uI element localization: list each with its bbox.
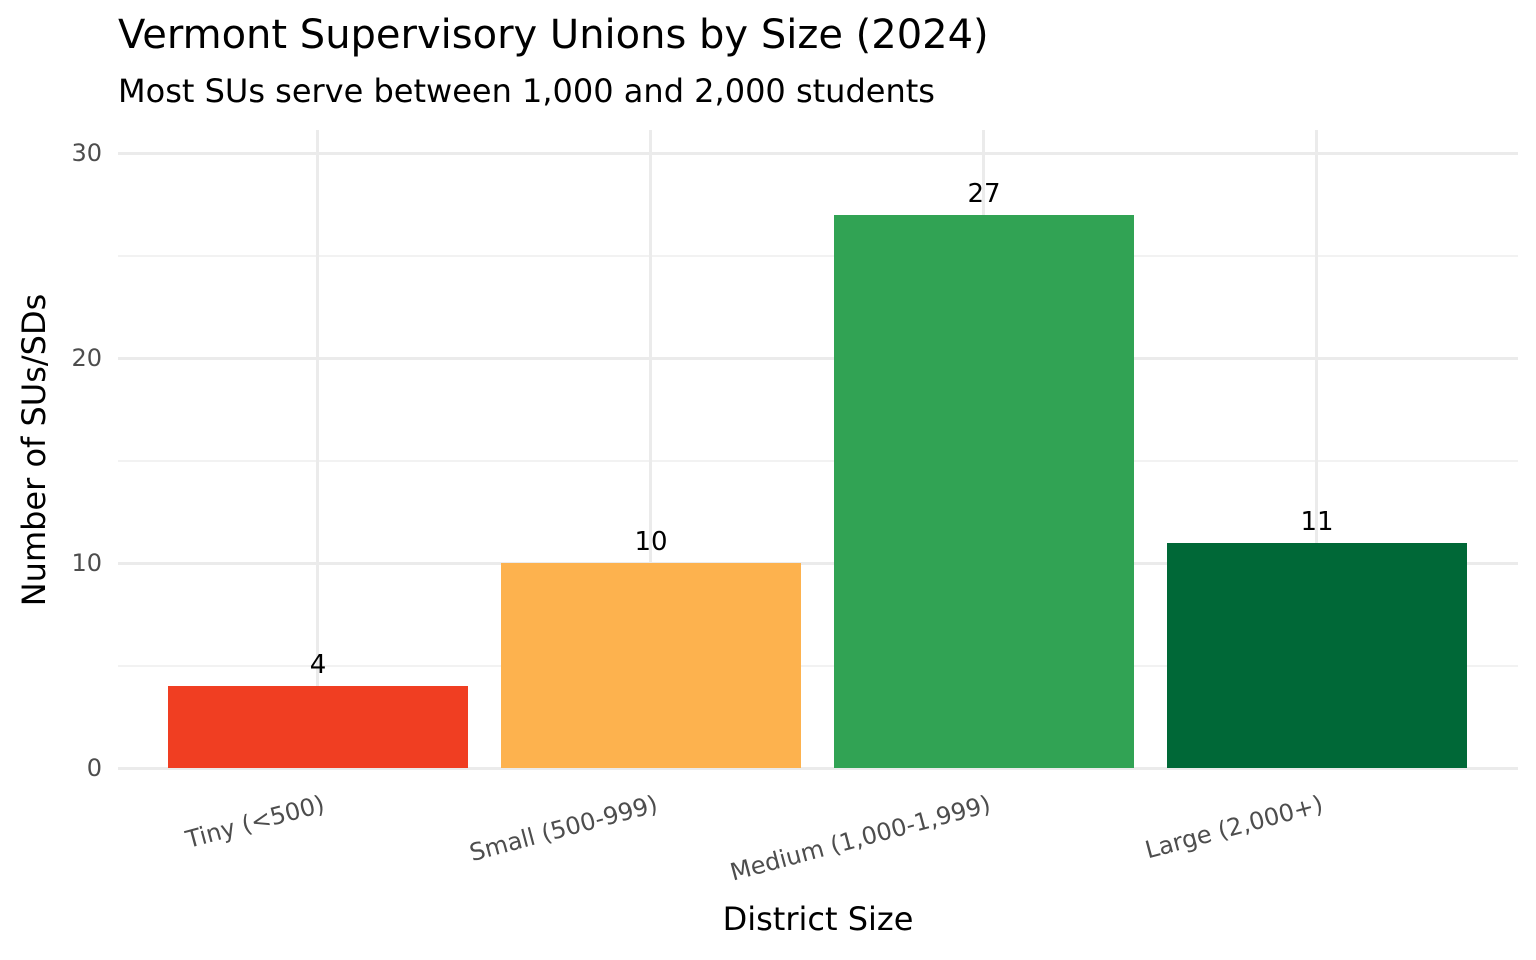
gridline-x-2 — [649, 130, 652, 770]
gridline-y-20 — [118, 357, 1518, 360]
x-tick-label: Small (500-999) — [466, 790, 661, 868]
gridline-y-5 — [118, 665, 1518, 667]
bar-large — [1167, 543, 1467, 768]
bar-value-label: 4 — [309, 650, 327, 680]
x-tick-label: Medium (1,000-1,999) — [726, 790, 994, 887]
plot-area: 4 10 27 11 — [118, 130, 1518, 770]
bar-tiny — [168, 686, 468, 768]
bar-value-label: 11 — [1300, 507, 1334, 537]
y-tick-label: 30 — [71, 139, 102, 167]
bar-value-label: 27 — [967, 179, 1001, 209]
gridline-y-0 — [118, 767, 1518, 770]
gridline-y-30 — [118, 152, 1518, 155]
x-tick-label: Tiny (<500) — [182, 790, 328, 854]
chart-title: Vermont Supervisory Unions by Size (2024… — [118, 12, 989, 58]
y-axis-title: Number of SUs/SDs — [15, 293, 53, 607]
bar-small — [501, 563, 801, 768]
x-tick-label: Large (2,000+) — [1142, 790, 1327, 865]
chart-subtitle: Most SUs serve between 1,000 and 2,000 s… — [118, 72, 935, 110]
y-tick-label: 10 — [71, 549, 102, 577]
y-tick-label: 20 — [71, 344, 102, 372]
bar-value-label: 10 — [634, 527, 668, 557]
gridline-x-1 — [316, 130, 319, 770]
bar-medium — [834, 215, 1134, 768]
gridline-x-4 — [1315, 130, 1318, 770]
gridline-y-10 — [118, 562, 1518, 565]
gridline-y-25 — [118, 255, 1518, 257]
gridline-y-15 — [118, 460, 1518, 462]
x-axis-title: District Size — [722, 900, 914, 938]
y-tick-label: 0 — [86, 754, 102, 782]
